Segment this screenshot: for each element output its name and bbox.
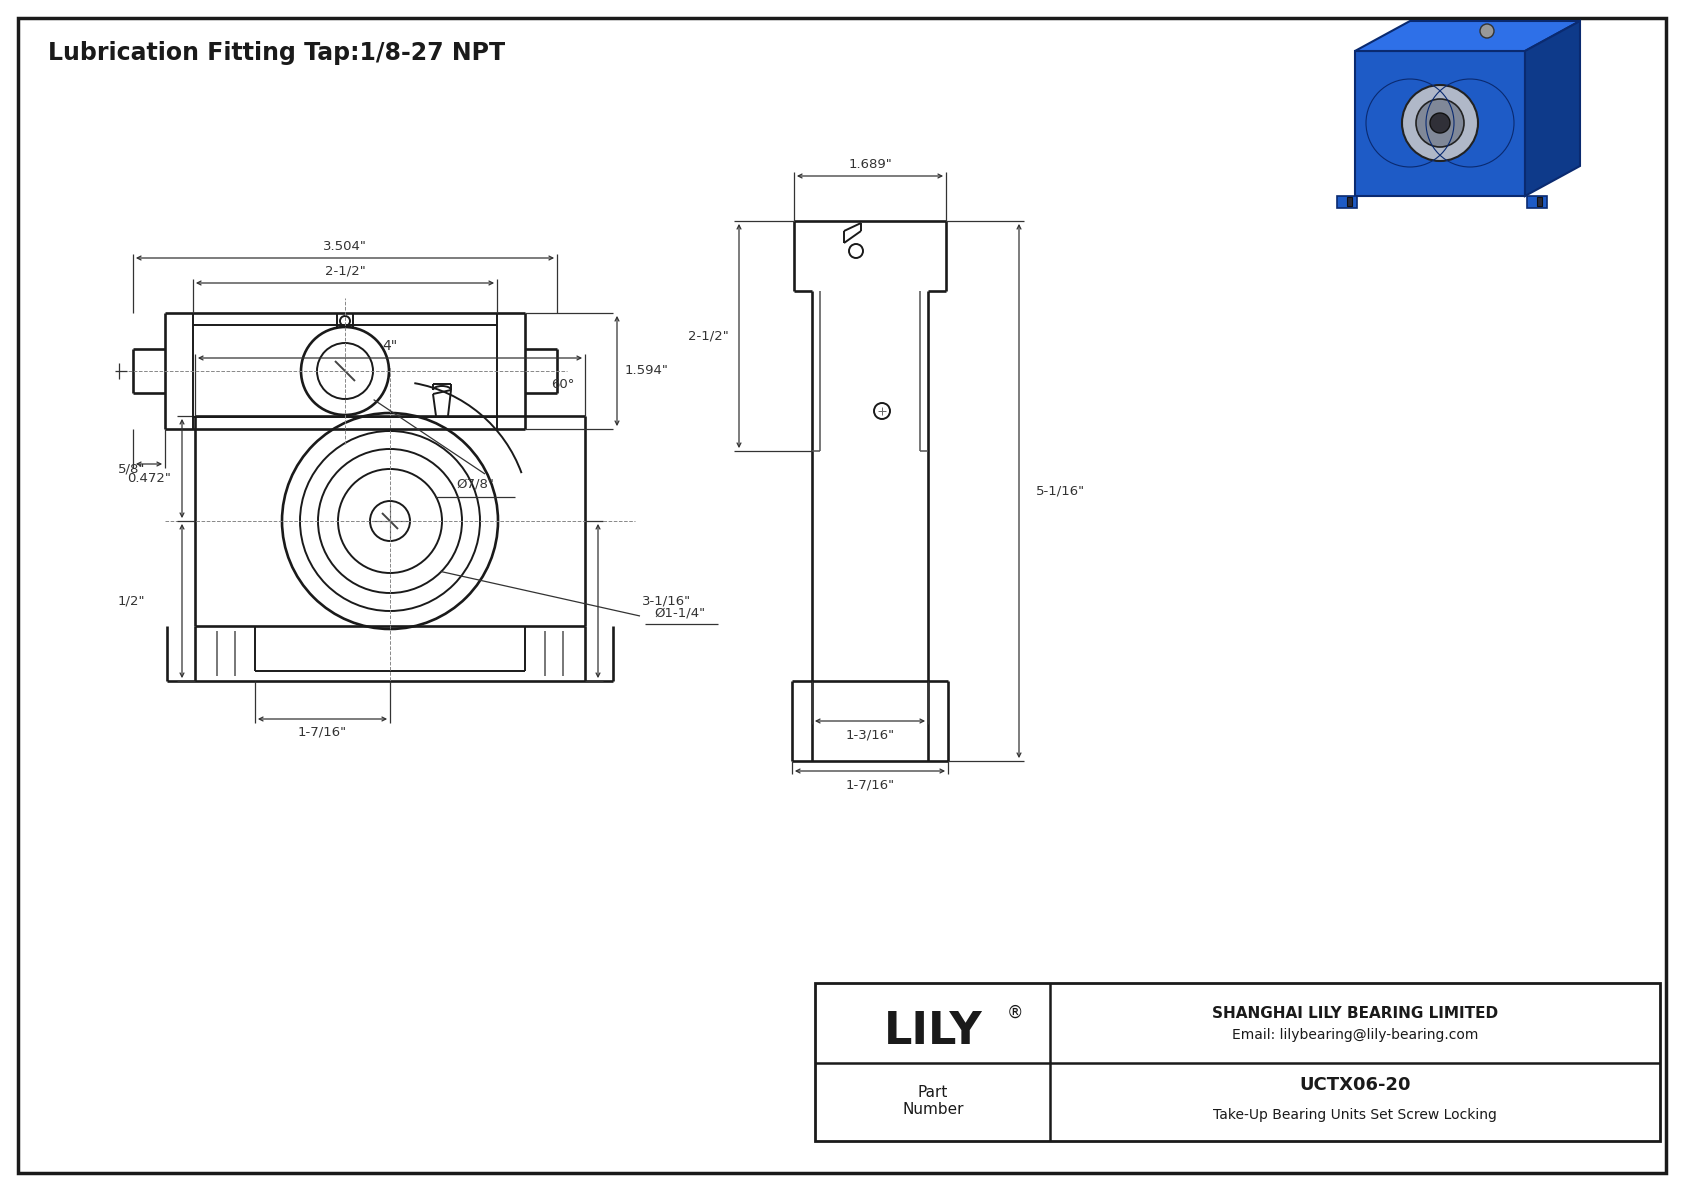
Text: Email: lilybearing@lily-bearing.com: Email: lilybearing@lily-bearing.com [1231,1028,1479,1042]
Text: SHANGHAI LILY BEARING LIMITED: SHANGHAI LILY BEARING LIMITED [1212,1005,1499,1021]
Circle shape [1480,24,1494,38]
Text: 1/2": 1/2" [118,594,145,607]
Text: 1.689": 1.689" [849,157,893,170]
Bar [1347,197,1352,206]
Polygon shape [1356,51,1526,197]
Text: Ø1-1/4": Ø1-1/4" [655,606,706,619]
Polygon shape [1526,21,1580,197]
Circle shape [1430,113,1450,133]
Text: Ø7/8": Ø7/8" [456,478,493,491]
Polygon shape [1356,21,1580,51]
Text: 1.594": 1.594" [625,364,669,378]
Text: 3.504": 3.504" [323,239,367,252]
Text: 1-7/16": 1-7/16" [298,725,347,738]
Text: UCTX06-20: UCTX06-20 [1300,1075,1411,1095]
Text: 2-1/2": 2-1/2" [325,264,365,278]
Text: 1-7/16": 1-7/16" [845,779,894,792]
Text: 5/8": 5/8" [118,462,145,475]
Text: Take-Up Bearing Units Set Screw Locking: Take-Up Bearing Units Set Screw Locking [1212,1108,1497,1122]
Text: 60°: 60° [551,378,574,391]
Text: 4": 4" [382,339,397,353]
Text: Part
Number: Part Number [903,1085,963,1117]
Bar [815,983,1660,1141]
Text: 0.472": 0.472" [126,472,172,485]
Text: 5-1/16": 5-1/16" [1036,485,1084,498]
Bar [1337,197,1357,208]
Text: LILY: LILY [884,1010,982,1053]
Text: 2-1/2": 2-1/2" [689,330,729,343]
Bar [1537,197,1543,206]
Text: ®: ® [1007,1004,1024,1022]
Text: 3-1/16": 3-1/16" [642,594,690,607]
Text: 1-3/16": 1-3/16" [845,729,894,742]
Circle shape [1416,99,1463,146]
Bar [1527,197,1548,208]
Circle shape [1403,85,1479,161]
Text: Lubrication Fitting Tap:1/8-27 NPT: Lubrication Fitting Tap:1/8-27 NPT [49,40,505,66]
